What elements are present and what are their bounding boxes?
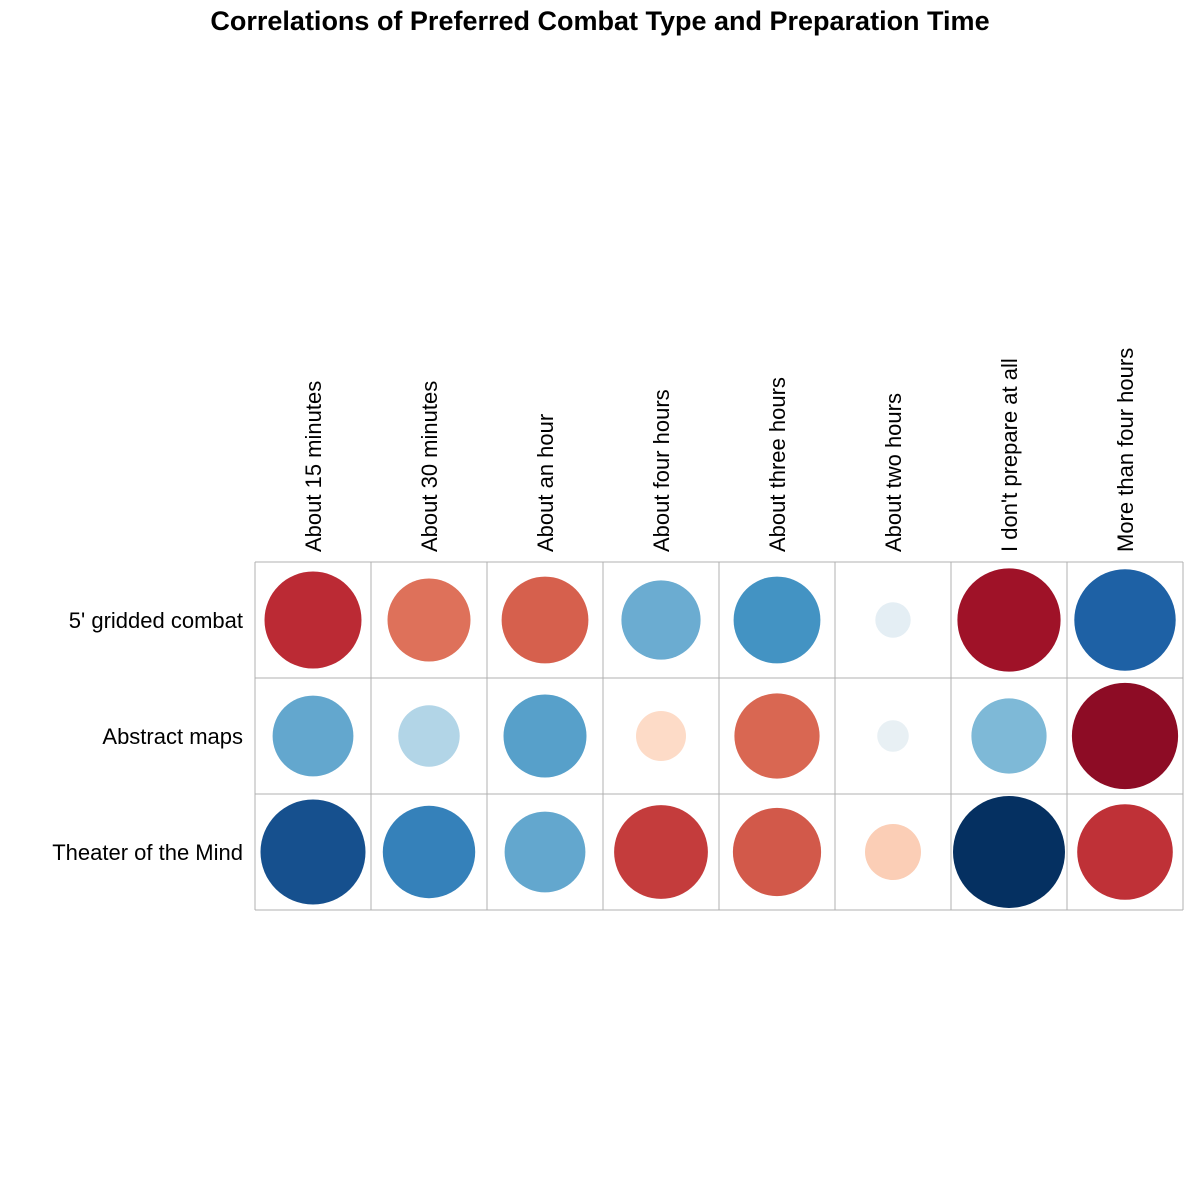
column-tick-label: About 30 minutes xyxy=(417,381,442,552)
correlation-circle xyxy=(621,580,701,660)
correlation-circle xyxy=(382,805,476,899)
correlation-circle xyxy=(734,693,820,779)
correlation-circle xyxy=(732,807,822,897)
correlation-circle xyxy=(733,576,821,664)
row-tick-label: Theater of the Mind xyxy=(52,840,243,865)
correlation-circle xyxy=(877,720,909,752)
correlation-circle xyxy=(387,578,471,662)
column-labels: About 15 minutes About 30 minutes About an… xyxy=(301,348,1138,552)
correlation-circle xyxy=(504,811,586,893)
correlation-circle xyxy=(264,571,362,669)
column-tick-label: More than four hours xyxy=(1113,348,1138,552)
correlation-circle xyxy=(865,824,921,880)
correlation-circle xyxy=(636,711,686,761)
correlation-circle xyxy=(971,698,1047,774)
column-tick-label: I don't prepare at all xyxy=(997,358,1022,552)
row-tick-label: 5' gridded combat xyxy=(69,608,243,633)
column-tick-label: About two hours xyxy=(881,393,906,552)
row-tick-label: Abstract maps xyxy=(102,724,243,749)
row-labels: 5' gridded combat Abstract maps Theater of… xyxy=(52,608,243,865)
circles xyxy=(260,568,1179,908)
column-tick-label: About 15 minutes xyxy=(301,381,326,552)
grid xyxy=(254,561,1184,911)
correlation-circle xyxy=(398,705,460,767)
correlation-circle xyxy=(272,695,354,777)
column-tick-label: About three hours xyxy=(765,377,790,552)
correlation-circle xyxy=(614,805,708,899)
chart-title: Correlations of Preferred Combat Type an… xyxy=(210,6,990,36)
correlation-circle xyxy=(875,602,911,638)
correlation-circle xyxy=(1071,682,1179,790)
column-tick-label: About an hour xyxy=(533,414,558,552)
correlation-circle xyxy=(1077,804,1173,900)
correlation-circle xyxy=(501,576,589,664)
correlation-circle xyxy=(260,799,366,905)
correlation-circle xyxy=(957,568,1061,672)
correlation-circle xyxy=(503,694,587,778)
correlation-circle xyxy=(953,796,1065,908)
column-tick-label: About four hours xyxy=(649,389,674,552)
correlation-circle xyxy=(1074,569,1176,671)
